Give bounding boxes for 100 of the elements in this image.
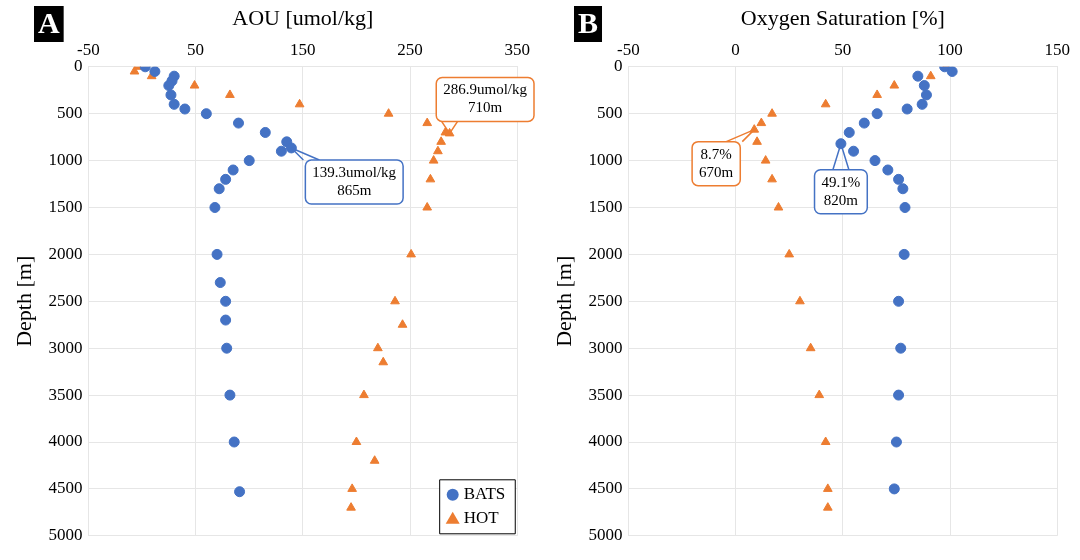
y-tick-label: 3000	[48, 337, 83, 357]
point	[433, 145, 443, 155]
x-tick-label: 150	[290, 40, 316, 60]
point	[149, 66, 161, 77]
y-tick-label: 2500	[48, 290, 83, 310]
point	[752, 136, 762, 145]
y-tick-label: 4500	[48, 478, 83, 498]
chart-title: B	[578, 5, 599, 39]
point	[889, 80, 900, 89]
point	[869, 155, 881, 167]
point	[351, 436, 362, 445]
point	[767, 173, 777, 183]
point	[822, 483, 833, 492]
point	[373, 342, 383, 352]
point	[920, 89, 932, 101]
point	[165, 89, 177, 101]
point	[428, 155, 439, 164]
point	[436, 136, 446, 145]
point	[211, 248, 223, 260]
point	[259, 126, 271, 138]
point	[220, 314, 232, 326]
point	[888, 483, 900, 495]
point	[359, 389, 369, 399]
y-tick-label: 2500	[588, 290, 623, 310]
point	[243, 155, 255, 167]
y-tick-label: 500	[596, 103, 623, 123]
y-tick-label: 4000	[588, 431, 623, 451]
point	[275, 145, 287, 157]
legend-label: BATS	[463, 484, 506, 504]
legend-label: HOT	[463, 508, 500, 528]
y-axis-title: Depth [m]	[550, 255, 576, 347]
point	[756, 117, 767, 127]
x-tick-label: 0	[731, 40, 740, 60]
point	[369, 455, 380, 464]
point	[425, 173, 436, 183]
point	[220, 173, 232, 185]
y-tick-label: 3000	[588, 337, 623, 357]
point	[871, 108, 883, 120]
point	[895, 342, 907, 354]
y-tick-label: 1000	[588, 150, 623, 170]
point	[882, 164, 894, 176]
y-tick-label: 5000	[588, 525, 623, 545]
point	[814, 389, 825, 399]
y-tick-label: 2000	[588, 243, 623, 263]
point	[227, 164, 239, 176]
point	[916, 98, 928, 110]
point	[890, 436, 902, 448]
y-tick-label: 1500	[588, 196, 623, 216]
point	[294, 98, 305, 108]
point	[214, 277, 226, 289]
point	[220, 295, 232, 307]
point	[225, 89, 235, 98]
point	[946, 66, 958, 77]
point	[773, 202, 784, 211]
point	[213, 183, 225, 195]
point	[422, 202, 433, 211]
point	[912, 70, 924, 82]
y-tick-label: 3500	[48, 384, 83, 404]
x-tick-label: 250	[397, 40, 423, 60]
point	[820, 436, 831, 445]
point	[168, 98, 180, 110]
point	[129, 66, 140, 75]
x-tick-label: 50	[834, 40, 852, 60]
point	[760, 155, 771, 164]
point	[163, 80, 175, 92]
y-tick-label: 2000	[48, 243, 83, 263]
point	[422, 117, 433, 127]
point	[221, 342, 233, 354]
point	[233, 117, 244, 129]
point	[397, 319, 408, 328]
point	[200, 108, 212, 120]
y-tick-label: 4000	[48, 431, 83, 451]
x-tick-label: 350	[504, 40, 530, 60]
y-tick-label: 5000	[48, 525, 83, 545]
y-tick-label: 4500	[588, 478, 623, 498]
point	[899, 202, 911, 213]
point	[805, 342, 816, 352]
point	[820, 98, 831, 108]
y-tick-label: 500	[56, 103, 83, 123]
chart-title: A	[38, 5, 60, 39]
point	[347, 483, 357, 492]
point	[228, 436, 240, 448]
annotation: 8.7% 670m	[699, 145, 734, 180]
y-tick-label: 1000	[48, 150, 83, 170]
x-tick-label: 150	[1044, 40, 1070, 60]
point	[189, 80, 200, 89]
point	[843, 126, 855, 138]
point	[893, 389, 905, 401]
point	[925, 70, 936, 80]
point	[406, 248, 416, 258]
x-axis-title: AOU [umol/kg]	[232, 4, 374, 30]
point	[767, 108, 777, 117]
point	[897, 183, 909, 195]
point	[893, 295, 905, 307]
point	[378, 356, 389, 366]
point	[848, 145, 860, 157]
point	[795, 295, 805, 305]
point	[784, 248, 795, 258]
point	[444, 127, 455, 137]
annotation: 139.3umol/kg 865m	[312, 163, 397, 198]
